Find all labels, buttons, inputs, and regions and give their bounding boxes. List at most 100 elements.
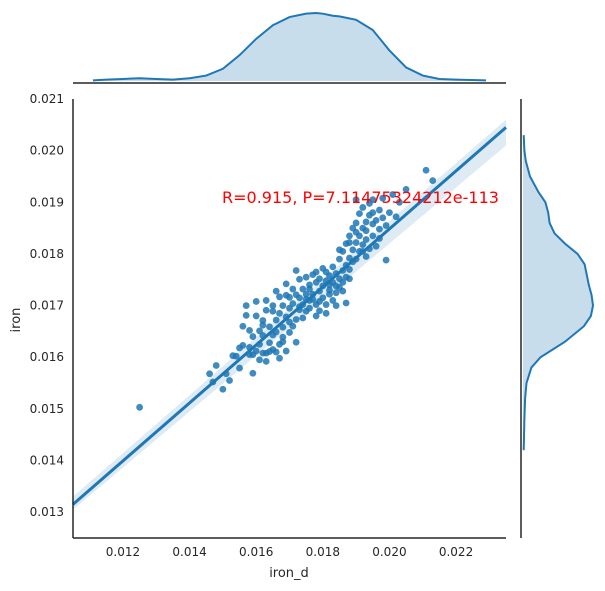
scatter-point [346, 266, 353, 273]
x-tick-labels: 0.012 0.014 0.016 0.018 0.020 0.022 [106, 545, 473, 559]
correlation-annotation: R=0.915, P=7.11475324212e-113 [222, 188, 499, 207]
scatter-point [282, 280, 290, 288]
scatter-point [422, 166, 430, 174]
scatter-point [402, 185, 410, 193]
scatter-point [352, 219, 360, 227]
x-tick-label: 0.018 [306, 545, 340, 559]
scatter-point [322, 301, 330, 308]
scatter-point [282, 347, 290, 355]
y-tick-label: 0.018 [30, 247, 64, 261]
scatter-point [379, 214, 387, 222]
scatter-point [289, 285, 297, 293]
x-axis-label: iron_d [269, 566, 309, 581]
scatter-point [269, 346, 277, 353]
scatter-point [306, 285, 313, 293]
scatter-point [382, 256, 390, 264]
scatter-point [352, 228, 360, 236]
scatter-point [246, 326, 253, 334]
scatter-point [286, 293, 293, 301]
x-tick-label: 0.020 [372, 545, 406, 559]
scatter-point [232, 352, 240, 360]
scatter-point [262, 297, 270, 304]
scatter-point [379, 194, 387, 202]
scatter-point [369, 196, 377, 204]
scatter-point [269, 307, 277, 315]
scatter-point [362, 253, 370, 260]
scatter-point [359, 241, 367, 249]
scatter-point [359, 204, 367, 211]
scatter-point [369, 232, 377, 240]
scatter-point [326, 290, 333, 298]
scatter-point [346, 275, 353, 283]
scatter-point [289, 300, 297, 307]
scatter-point [346, 239, 353, 246]
scatter-point [369, 209, 377, 217]
regression-line [72, 126, 507, 506]
scatter-point [286, 329, 293, 336]
scatter-point [312, 312, 320, 320]
x-tick-label: 0.022 [439, 545, 473, 559]
marginal-y-kde-line [522, 135, 595, 451]
scatter-point [266, 339, 273, 347]
scatter-point [356, 210, 363, 218]
scatter-point [302, 290, 310, 298]
scatter-point [302, 273, 310, 281]
scatter-point [362, 218, 370, 226]
scatter-point [296, 294, 303, 302]
scatter-point [316, 298, 323, 305]
marginal-y-kde-fill [523, 135, 593, 451]
scatter-point [262, 306, 270, 314]
scatter-point [242, 302, 250, 309]
y-tick-label: 0.021 [30, 92, 64, 106]
y-tick-label: 0.015 [30, 402, 64, 416]
scatter-point [279, 333, 287, 341]
scatter-point [249, 369, 257, 377]
marginal-y-kde [520, 99, 595, 538]
scatter-point [276, 293, 283, 301]
scatter-point [339, 278, 347, 286]
scatter-point [322, 309, 330, 317]
scatter-point [376, 225, 383, 233]
scatter-point [252, 298, 260, 305]
marginal-x-kde-fill [92, 13, 487, 81]
scatter-point [372, 216, 380, 224]
scatter-point [256, 356, 263, 364]
scatter-point [239, 322, 247, 330]
scatter-point [342, 299, 350, 307]
y-tick-label: 0.019 [30, 195, 64, 209]
scatter-point [329, 297, 337, 304]
scatter-point [299, 285, 307, 293]
scatter-point [372, 242, 380, 250]
scatter-point [392, 213, 400, 221]
y-tick-label: 0.017 [30, 299, 64, 313]
scatter-point [299, 314, 307, 322]
y-tick-label: 0.014 [30, 454, 64, 468]
scatter-points [136, 166, 437, 411]
y-tick-labels: 0.013 0.014 0.015 0.016 0.017 0.018 0.019 0.020… [30, 92, 64, 519]
scatter-point [269, 302, 277, 309]
scatter-point [316, 275, 323, 283]
scatter-point [352, 196, 360, 204]
scatter-point [242, 312, 250, 319]
scatter-point [262, 357, 270, 365]
main-plot: R=0.915, P=7.11475324212e-113 0.012 0.014… [9, 92, 507, 581]
y-axis-label: iron [9, 308, 24, 333]
scatter-point [136, 403, 144, 411]
scatter-point [386, 209, 393, 217]
x-tick-label: 0.012 [106, 545, 140, 559]
scatter-point [219, 385, 227, 393]
scatter-point [272, 316, 280, 324]
scatter-point [316, 307, 323, 315]
scatter-point [349, 246, 357, 254]
scatter-point [272, 287, 280, 295]
scatter-point [362, 227, 370, 235]
marginal-x-kde-line [92, 11, 487, 82]
scatter-point [279, 338, 287, 346]
scatter-point [252, 312, 260, 320]
scatter-point [279, 323, 287, 331]
scatter-point [389, 191, 397, 198]
scatter-point [329, 263, 337, 271]
y-tick-label: 0.013 [30, 505, 64, 519]
scatter-point [312, 268, 320, 276]
